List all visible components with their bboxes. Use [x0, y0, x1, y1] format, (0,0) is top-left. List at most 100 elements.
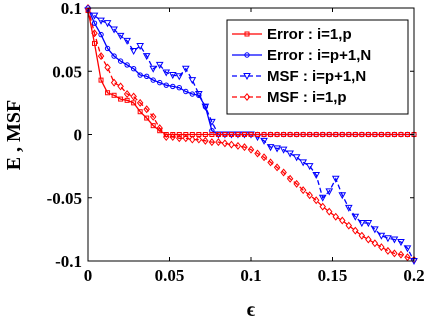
y-tick-label: -0.05	[47, 189, 82, 208]
data-point	[149, 112, 157, 121]
data-point	[267, 158, 274, 167]
data-point	[183, 88, 189, 95]
data-point	[352, 132, 358, 137]
data-point	[130, 92, 137, 101]
data-point	[365, 235, 372, 244]
data-point	[293, 179, 300, 188]
data-point	[397, 250, 405, 259]
data-point	[319, 202, 326, 211]
data-point	[345, 221, 353, 230]
x-tick-label: 0.05	[155, 266, 185, 285]
data-point	[150, 77, 156, 83]
data-point	[110, 78, 118, 87]
data-point	[90, 12, 99, 20]
data-point	[377, 232, 386, 240]
data-point	[157, 128, 163, 134]
data-point	[261, 132, 267, 137]
data-point	[143, 105, 150, 114]
data-point	[117, 82, 124, 91]
data-point	[255, 132, 261, 137]
data-point	[155, 61, 164, 69]
data-point	[397, 239, 405, 247]
data-point	[181, 65, 190, 73]
data-point	[110, 26, 118, 34]
data-point	[202, 103, 209, 110]
data-point	[305, 163, 314, 171]
data-point	[189, 132, 195, 137]
y-tick-label: 0	[74, 126, 83, 145]
data-point	[136, 42, 145, 50]
y-tick-label: 0.1	[61, 0, 82, 18]
data-point	[143, 73, 150, 80]
data-point	[215, 132, 221, 137]
data-point	[312, 196, 320, 205]
data-point	[189, 135, 196, 144]
data-point	[123, 90, 131, 99]
data-point	[299, 186, 307, 195]
data-point	[299, 159, 308, 167]
data-point	[318, 194, 327, 202]
data-point	[344, 204, 353, 212]
data-point	[202, 132, 208, 137]
data-point	[279, 146, 288, 154]
data-point	[287, 132, 293, 137]
data-point	[325, 188, 334, 196]
data-point	[144, 115, 150, 121]
y-axis-label: E , MSF	[3, 100, 25, 171]
data-point	[91, 20, 98, 26]
y-tick-label: 0.05	[52, 62, 82, 81]
data-point	[320, 132, 326, 137]
data-point	[209, 132, 215, 137]
data-point	[202, 136, 209, 145]
ticks-layer: 0 0.05 0.1 0.15 0.2 -0.1 -0.05 0 0.05 0.1	[47, 0, 425, 285]
data-point	[364, 220, 373, 228]
data-point	[357, 220, 366, 228]
data-point	[137, 72, 143, 78]
data-point	[384, 246, 392, 255]
legend-marker	[244, 31, 250, 37]
data-point	[92, 40, 98, 46]
data-point	[247, 145, 255, 154]
legend-label: Error : i=1,p	[267, 26, 352, 43]
data-point	[98, 31, 104, 38]
data-point	[306, 191, 313, 200]
data-point	[104, 45, 111, 52]
data-point	[111, 53, 117, 59]
data-point	[352, 226, 359, 235]
series-layer	[84, 4, 418, 266]
data-point	[281, 132, 287, 137]
data-point	[149, 65, 158, 73]
data-point	[286, 174, 294, 183]
legend-entry: Error : i=1,p	[232, 26, 352, 43]
data-point	[372, 132, 378, 137]
data-point	[228, 140, 235, 149]
y-tick-label: -0.1	[55, 252, 82, 271]
data-point	[123, 37, 131, 45]
data-point	[384, 235, 392, 243]
data-point	[228, 132, 234, 137]
data-point	[254, 149, 261, 158]
data-point	[188, 77, 197, 85]
data-point	[404, 253, 411, 262]
data-point	[371, 239, 379, 248]
data-point	[260, 137, 268, 145]
legend: Error : i=1,p Error : i=p+1,N MSF : i=p+1,…	[226, 19, 409, 115]
data-point	[196, 132, 202, 137]
data-point	[339, 132, 345, 137]
data-point	[312, 171, 321, 180]
data-point	[313, 132, 319, 137]
data-point	[183, 132, 189, 137]
data-point	[280, 168, 287, 177]
data-point	[105, 90, 111, 96]
data-point	[359, 132, 365, 137]
data-point	[351, 213, 360, 221]
data-point	[142, 53, 151, 61]
data-point	[208, 118, 216, 126]
legend-entry: Error : i=p+1,N	[232, 47, 371, 64]
data-point	[137, 109, 143, 115]
data-point	[97, 52, 105, 61]
data-point	[333, 132, 339, 137]
data-point	[136, 98, 144, 107]
data-point	[221, 139, 229, 148]
data-point	[195, 135, 203, 144]
